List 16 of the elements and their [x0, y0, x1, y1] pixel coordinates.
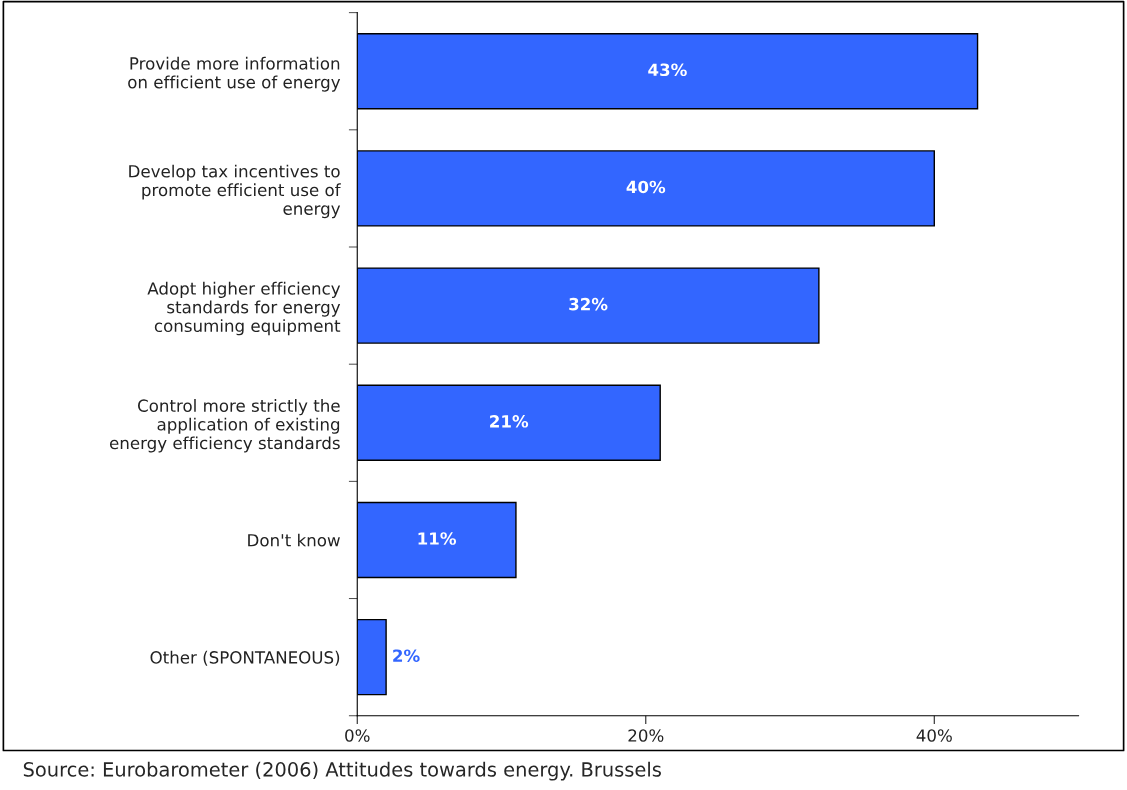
x-tick-label: 20%: [628, 729, 664, 742]
y-tick-label: Adopt higher efficiency standards for energy consuming equipment: [147, 281, 341, 336]
data-label: 21%: [490, 415, 529, 428]
data-label: 2%: [393, 649, 420, 662]
x-tick-label: 40%: [916, 729, 952, 742]
data-label: 40%: [626, 180, 666, 194]
y-tick-label: Other (SPONTANEOUS): [150, 650, 340, 666]
y-tick-label: Develop tax incentives to promote efficient use of energy: [129, 164, 341, 219]
x-tick-label: 0%: [345, 729, 370, 742]
data-label: 11%: [418, 532, 457, 545]
data-label: 43%: [648, 63, 687, 77]
data-label: 32%: [569, 297, 608, 311]
y-tick-label: Provide more information on efficient use of energy: [128, 56, 341, 92]
y-tick-label: Control more strictly the application of existing energy efficiency standards: [109, 399, 340, 453]
source-note: Source: Eurobarometer (2006) Attitudes towards energy. Brussels: [23, 761, 661, 781]
y-tick-label: Don't know: [248, 533, 340, 547]
